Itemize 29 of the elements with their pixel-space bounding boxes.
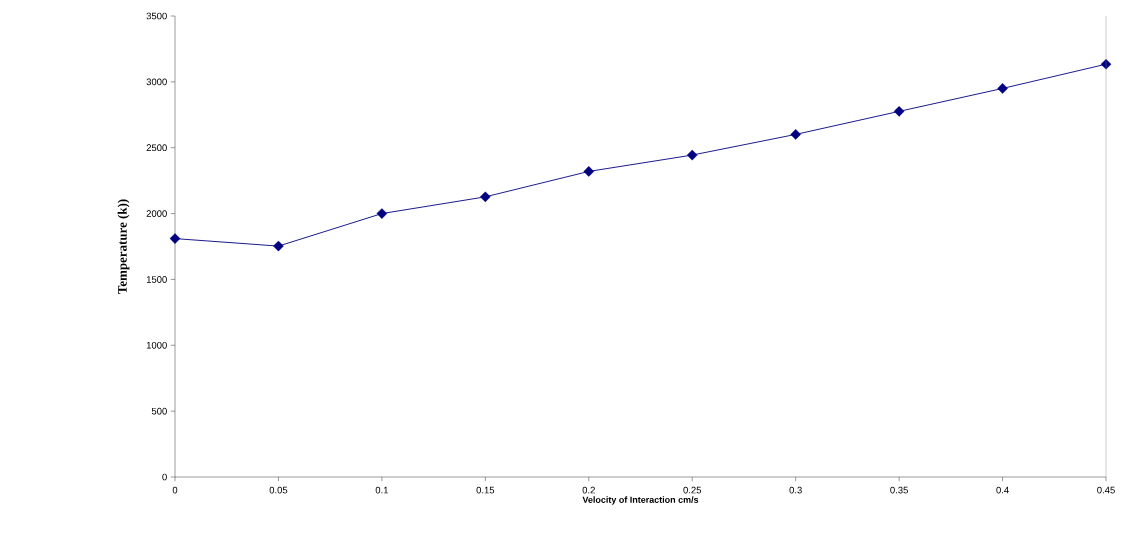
point [790,129,801,140]
y-axis-title: Temperature (k)) [117,199,130,294]
point [997,83,1008,94]
point [480,191,491,203]
point [893,106,905,117]
y-tick-label: 1500 [146,276,167,283]
point [686,149,698,161]
y-tick-label: 3500 [146,12,167,20]
x-tick-label: 0.35 [890,486,908,494]
x-tick-label: 0.25 [683,486,702,494]
y-tick-label: 0 [162,473,167,481]
y-tick-label: 1000 [146,341,167,349]
x-tick-label: 0.1 [375,486,388,494]
point [169,233,181,244]
x-tick-label: 0.05 [269,486,288,494]
x-tick-label: 0.2 [582,486,595,494]
y-tick-label: 3000 [146,78,167,86]
x-tick-label: 0.45 [1097,486,1115,494]
y-tick-label: 2500 [146,144,167,152]
point [376,208,388,219]
point [273,240,284,252]
x-tick-label: 0.4 [996,486,1009,494]
x-tick-label: 0.3 [789,486,802,494]
x-axis-title: Velocity of Interaction cm/s [582,496,699,505]
x-tick-label: 0.15 [476,486,495,494]
y-tick-label: 2000 [146,210,167,217]
y-tick-label: 500 [151,407,167,415]
x-tick-label: 0 [172,486,178,494]
point [583,166,595,177]
